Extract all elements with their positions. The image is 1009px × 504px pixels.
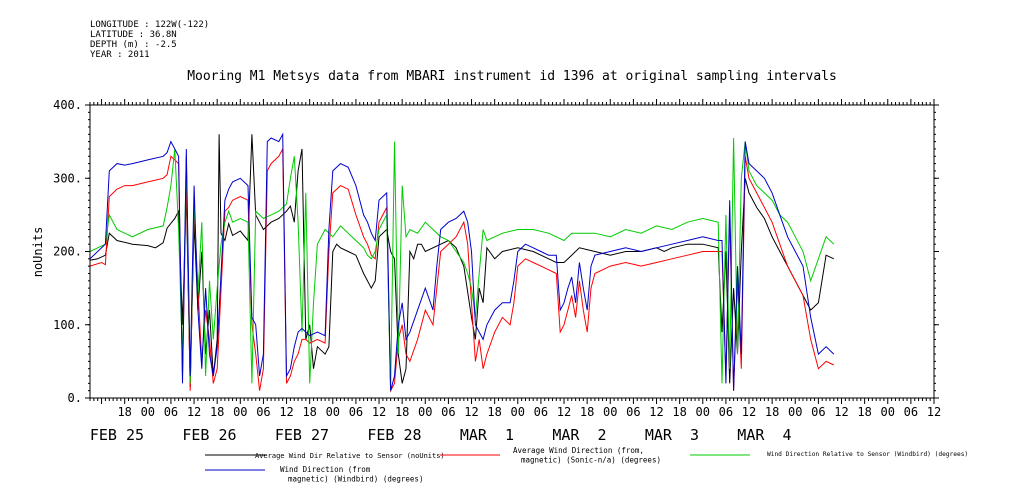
y-tick-label: 300.: [53, 171, 82, 185]
x-date-label: MAR 4: [737, 426, 791, 444]
legend-label: Average Wind Dir Relative to Sensor (noU…: [255, 452, 445, 460]
x-date-label: FEB 27: [275, 426, 329, 444]
x-tick-label: 00: [696, 405, 710, 419]
y-axis-label: noUnits: [31, 227, 45, 278]
series-line-2: [89, 147, 835, 393]
x-tick-label: 18: [857, 405, 871, 419]
x-date-label: FEB 28: [367, 426, 421, 444]
y-tick-label: 200.: [53, 245, 82, 259]
x-tick-label: 18: [395, 405, 409, 419]
x-tick-label: 00: [603, 405, 617, 419]
legend-label: Average Wind Direction (from, magnetic) (…: [513, 446, 661, 465]
legend-label: Wind Direction Relative to Sensor (Windb…: [767, 451, 968, 458]
depth-label: DEPTH (m) : -2.5: [90, 40, 177, 50]
x-tick-label: 00: [881, 405, 895, 419]
legend-label: Wind Direction (from magnetic) (Windbird)…: [280, 465, 423, 484]
x-tick-label: 18: [672, 405, 686, 419]
x-tick-label: 12: [834, 405, 848, 419]
x-date-label: FEB 25: [90, 426, 144, 444]
series-layer: [89, 132, 835, 393]
x-tick-label: 18: [302, 405, 316, 419]
x-tick-label: 00: [788, 405, 802, 419]
series-line-4: [89, 132, 835, 391]
x-tick-label: 06: [811, 405, 825, 419]
x-date-label: MAR 1: [460, 426, 514, 444]
x-tick-label: 12: [372, 405, 386, 419]
x-tick-label: 12: [279, 405, 293, 419]
x-tick-label: 12: [187, 405, 201, 419]
latitude-label: LATITUDE : 36.8N: [90, 30, 177, 40]
x-tick-label: 00: [233, 405, 247, 419]
y-tick-label: 400.: [53, 98, 82, 112]
x-tick-label: 06: [164, 405, 178, 419]
x-tick-label: 00: [141, 405, 155, 419]
x-tick-label: 12: [557, 405, 571, 419]
y-tick-label: 0.: [68, 391, 82, 405]
x-tick-label: 06: [534, 405, 548, 419]
x-date-label: MAR 3: [645, 426, 699, 444]
x-tick-label: 18: [210, 405, 224, 419]
x-tick-label: 06: [441, 405, 455, 419]
x-tick-label: 18: [765, 405, 779, 419]
x-tick-label: 12: [742, 405, 756, 419]
x-tick-label: 00: [418, 405, 432, 419]
axes-layer: 0. 100. 200. 300. 400. 18 00 06 12 18 00 06 12 18 00 06…: [53, 98, 941, 444]
x-tick-label: 06: [349, 405, 363, 419]
metadata-block: LONGITUDE : 122W(-122) LATITUDE : 36.8N …: [90, 20, 209, 60]
x-tick-label: 00: [511, 405, 525, 419]
x-tick-label: 06: [256, 405, 270, 419]
year-label: YEAR : 2011: [90, 50, 150, 60]
x-tick-label: 00: [326, 405, 340, 419]
x-tick-label: 06: [626, 405, 640, 419]
x-tick-label: 12: [649, 405, 663, 419]
y-tick-label: 100.: [53, 318, 82, 332]
x-tick-label: 18: [117, 405, 131, 419]
x-tick-label: 12: [464, 405, 478, 419]
x-tick-label: 06: [719, 405, 733, 419]
x-tick-label: 18: [580, 405, 594, 419]
x-tick-label: 12: [927, 405, 941, 419]
x-tick-label: 06: [904, 405, 918, 419]
x-date-label: FEB 26: [182, 426, 236, 444]
x-tick-label: 18: [487, 405, 501, 419]
longitude-label: LONGITUDE : 122W(-122): [90, 20, 210, 30]
legend: Average Wind Dir Relative to Sensor (noU…: [205, 446, 968, 484]
chart-title: Mooring M1 Metsys data from MBARI instru…: [187, 69, 837, 84]
x-date-label: MAR 2: [552, 426, 606, 444]
